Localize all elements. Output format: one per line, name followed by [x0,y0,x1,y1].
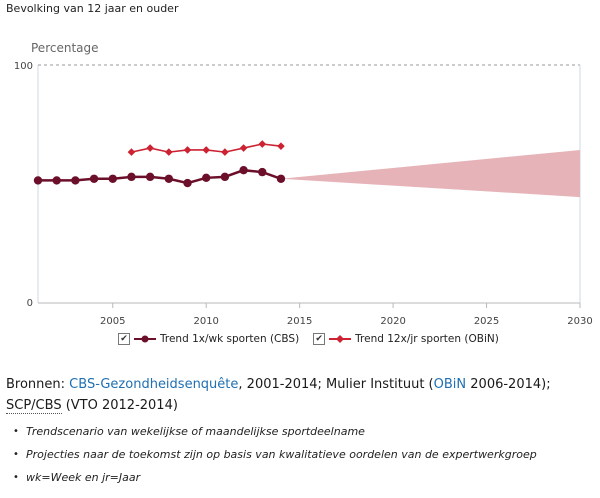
data-point-circle[interactable] [220,172,230,182]
data-point-circle[interactable] [276,174,286,183]
data-point-diamond[interactable] [165,148,173,156]
chart-legend: ✔ Trend 1x/wk sporten (CBS) ✔ Trend 12x/… [118,333,499,345]
data-point-diamond[interactable] [202,146,211,154]
data-point-circle[interactable] [127,172,136,182]
note-text: Projecties naar de toekomst zijn op basi… [26,448,537,461]
sources-lead: Bronnen: [6,377,70,392]
x-tick-label: 2025 [474,316,499,327]
data-point-diamond[interactable] [146,144,154,152]
x-tick-label: 2010 [193,316,218,327]
x-tick-label: 2020 [380,316,405,327]
source-link-obin[interactable]: OBiN [433,377,467,392]
note-item: • Trendscenario van wekelijkse of maandel… [6,420,537,443]
data-point-circle[interactable] [33,176,43,185]
data-point-diamond[interactable] [239,144,248,152]
bullet-icon: • [13,449,19,460]
x-tick-label: 2015 [287,316,312,327]
legend-item-obin[interactable]: ✔ Trend 12x/jr sporten (OBiN) [313,333,499,345]
data-point-diamond[interactable] [277,142,285,150]
bullet-icon: • [13,426,19,437]
projection-area [280,149,580,198]
data-point-diamond[interactable] [258,140,267,148]
x-tick-label: 2030 [567,316,592,327]
legend-label-cbs: Trend 1x/wk sporten (CBS) [160,333,300,345]
data-point-circle[interactable] [164,174,174,183]
chart-subtitle: Bevolking van 12 jaar en ouder [6,2,179,15]
legend-label-obin: Trend 12x/jr sporten (OBiN) [355,333,499,345]
chart-area: Percentage 100 0 2005 2010 2015 2020 2025 203… [14,41,593,327]
line-chart: Percentage 100 0 2005 2010 2015 2020 2025 203… [14,41,593,327]
data-point-circle[interactable] [239,165,248,175]
data-point-diamond[interactable] [221,148,229,156]
data-point-diamond[interactable] [183,146,192,154]
bullet-icon: • [13,472,19,483]
y-tick-label-100: 100 [14,61,33,72]
data-point-diamond[interactable] [127,148,136,156]
note-text: Trendscenario van wekelijkse of maandeli… [26,425,365,438]
legend-checkbox-cbs[interactable]: ✔ [118,333,130,345]
legend-item-cbs[interactable]: ✔ Trend 1x/wk sporten (CBS) [118,333,299,345]
data-point-circle[interactable] [183,178,192,188]
data-point-circle[interactable] [89,174,99,183]
data-point-circle[interactable] [202,173,211,183]
sources-text-1: , 2001-2014; Mulier Instituut ( [238,377,434,392]
y-tick-label-0: 0 [27,298,33,309]
source-link-cbs-gezondheidsenquete[interactable]: CBS-Gezondheidsenquête [69,377,239,392]
source-abbr-scp-cbs[interactable]: SCP/CBS [6,398,62,414]
legend-checkbox-obin[interactable]: ✔ [313,333,326,345]
data-point-circle[interactable] [258,167,267,177]
note-text: wk=Week en jr=Jaar [26,471,141,484]
x-tick-label: 2005 [100,316,125,327]
data-point-circle[interactable] [52,176,61,185]
sources-text-2: 2006-2014); [466,377,551,392]
data-point-circle[interactable] [71,176,80,185]
data-point-circle[interactable] [145,172,155,182]
data-point-circle[interactable] [108,174,117,183]
sources-text: Bronnen: CBS-Gezondheidsenquête, 2001-20… [6,374,591,416]
note-item: • wk=Week en jr=Jaar [6,466,537,489]
y-axis-label: Percentage [31,41,99,55]
sources-text-3: (VTO 2012-2014) [61,398,178,413]
legend-line-diamond-icon [329,335,352,343]
notes-list: • Trendscenario van wekelijkse of maandel… [6,420,537,489]
legend-line-circle-icon [134,335,156,343]
note-item: • Projecties naar de toekomst zijn op bas… [6,443,537,466]
